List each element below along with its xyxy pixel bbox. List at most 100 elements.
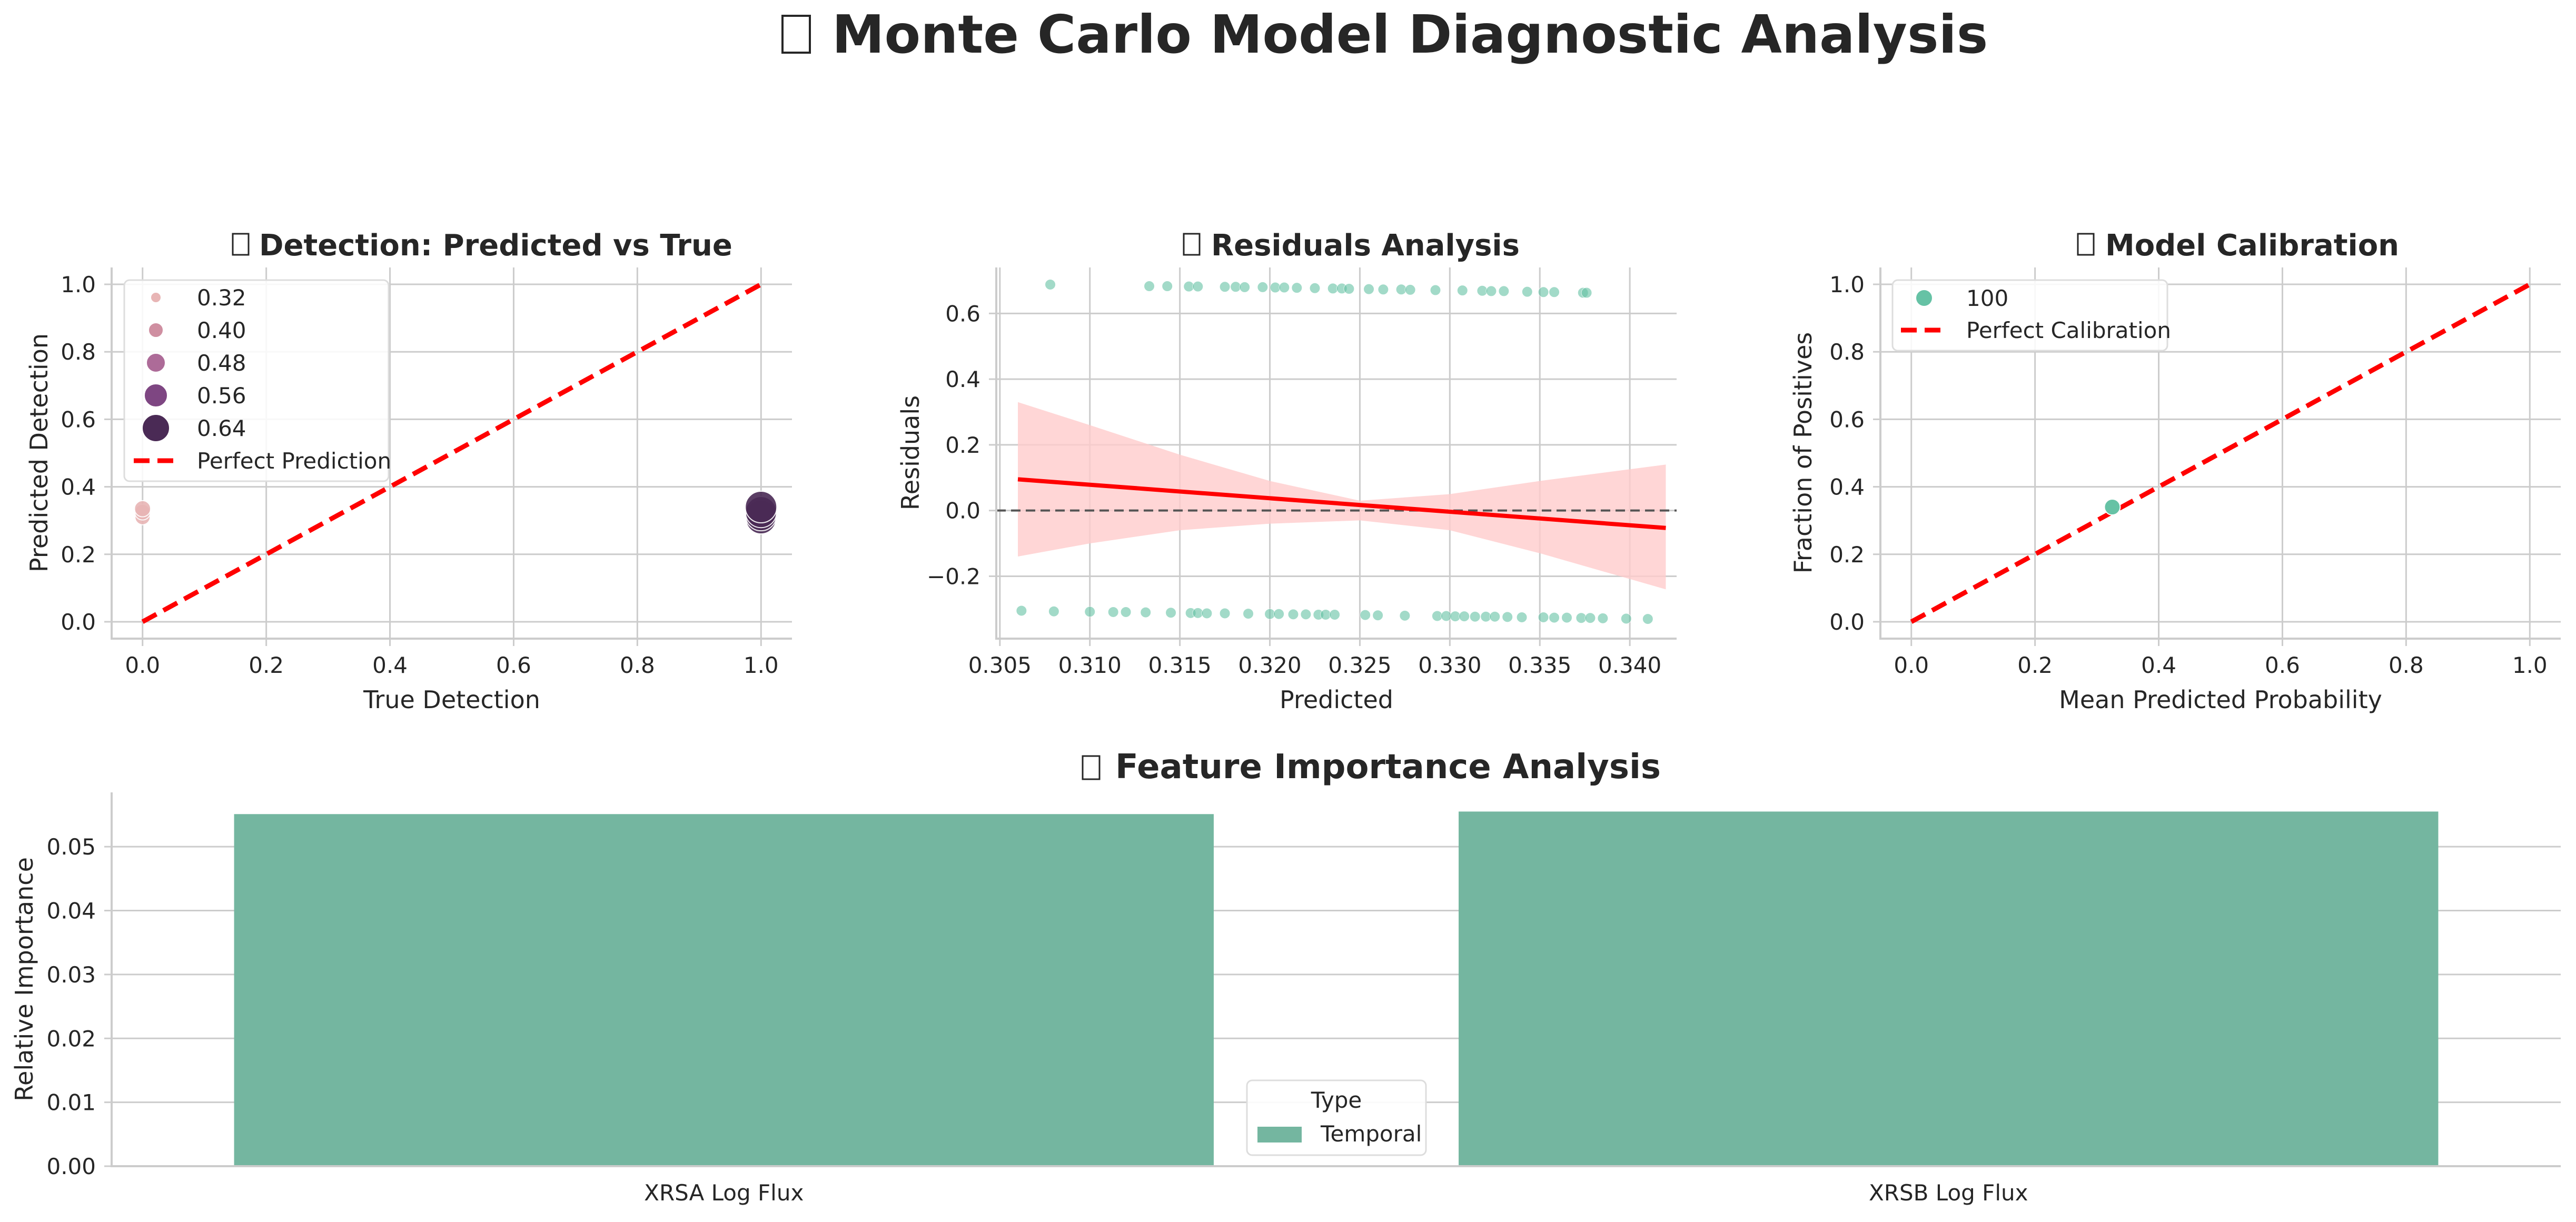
y-tick-label: 0.6 <box>61 406 96 432</box>
y-tick-label: 0.0 <box>61 609 96 635</box>
missing-glyph-icon <box>781 15 811 54</box>
residual-point <box>1243 608 1254 620</box>
residual-point <box>1257 281 1269 293</box>
residual-point <box>1162 281 1173 292</box>
legend-size-marker <box>150 292 162 303</box>
feature-importance-legend: Type Temporal <box>1246 1079 1427 1156</box>
legend-entry-label: Temporal <box>1320 1121 1422 1147</box>
legend-entry-label: 100 <box>1966 285 2008 311</box>
y-tick-label: 0.01 <box>46 1090 96 1116</box>
residuals-title: Residuals Analysis <box>1211 228 1520 263</box>
residual-point <box>1287 609 1299 620</box>
detection-y-label: Predicted Detection <box>25 333 53 572</box>
residual-point <box>1597 612 1609 624</box>
y-tick-label: 0.8 <box>1829 339 1865 365</box>
regression-line <box>1017 477 1666 530</box>
x-tick-label: 0.335 <box>1508 652 1571 678</box>
residuals-x-label: Predicted <box>1280 685 1393 714</box>
legend-entry-label: Perfect Calibration <box>1966 317 2171 343</box>
y-tick-label: 0.04 <box>46 898 96 924</box>
legend-entry-label: 0.64 <box>197 415 246 441</box>
residual-point <box>1469 611 1481 622</box>
residual-point <box>1144 281 1155 292</box>
residual-point <box>1140 607 1152 618</box>
x-tick-label: 0.320 <box>1238 652 1301 678</box>
feature-importance-y-label: Relative Importance <box>10 857 38 1101</box>
calibration-grid <box>1880 267 2561 639</box>
legend-size-marker <box>148 322 164 338</box>
residual-point <box>1459 611 1470 622</box>
y-tick-label: 0.03 <box>46 962 96 988</box>
residual-point <box>1516 611 1528 623</box>
x-tick-label: 0.2 <box>2017 652 2053 678</box>
detection-y-ticks: 0.0 0.2 0.4 0.6 0.8 1.0 <box>61 272 112 635</box>
y-tick-label: 0.4 <box>945 366 980 392</box>
legend-title: Type <box>1311 1087 1362 1113</box>
detection-axes-spine <box>111 267 792 640</box>
residual-point <box>1549 612 1560 623</box>
residual-point <box>1498 285 1510 297</box>
y-tick-label: 0.02 <box>46 1026 96 1051</box>
residual-point <box>1561 612 1573 623</box>
y-tick-label: 0.4 <box>61 474 96 500</box>
x-tick-label: 0.0 <box>1894 652 1929 678</box>
detection-x-label: True Detection <box>363 685 540 714</box>
residual-point <box>1045 279 1056 290</box>
importance-bar <box>234 814 1214 1166</box>
y-tick-label: 1.0 <box>61 272 96 297</box>
residual-point <box>1399 610 1411 621</box>
residual-point <box>1192 281 1204 292</box>
residuals-x-ticks: 0.305 0.310 0.315 0.320 0.325 0.330 0.335 0.340 <box>968 639 1661 678</box>
x-tick-label: 0.6 <box>496 652 531 678</box>
legend-point-marker <box>1916 290 1932 306</box>
residual-point <box>1581 287 1592 299</box>
legend-size-marker <box>146 353 166 373</box>
y-tick-label: 0.0 <box>1829 609 1865 635</box>
legend-frame <box>123 279 390 482</box>
residual-point <box>1239 281 1251 293</box>
x-tick-label: 1.0 <box>744 652 779 678</box>
residual-point <box>1084 606 1096 618</box>
x-tick-label: 0.330 <box>1418 652 1481 678</box>
calibration-axes-spine <box>1879 267 2561 640</box>
missing-glyph-icon <box>2077 233 2095 256</box>
x-tick-label: 0.8 <box>620 652 655 678</box>
x-tick-label: 0.8 <box>2389 652 2424 678</box>
x-tick-label: 0.310 <box>1058 652 1122 678</box>
residual-point <box>1107 606 1119 618</box>
x-tick-label: 0.4 <box>372 652 408 678</box>
residual-point <box>1120 606 1132 618</box>
residual-point <box>1360 609 1371 621</box>
residual-point <box>1291 282 1303 294</box>
x-tick-label: 0.2 <box>249 652 284 678</box>
residual-point <box>1165 607 1177 619</box>
calibration-x-label: Mean Predicted Probability <box>2059 685 2382 714</box>
calibration-legend: 100 Perfect Calibration <box>1891 279 2171 352</box>
y-tick-label: 0.6 <box>945 301 980 326</box>
residual-point <box>1219 608 1231 619</box>
legend-swatch <box>1257 1127 1302 1142</box>
residual-point <box>1485 285 1497 297</box>
calibration-y-ticks: 0.0 0.2 0.4 0.6 0.8 1.0 <box>1829 272 1880 635</box>
x-tick-label: XRSA Log Flux <box>644 1180 804 1206</box>
x-tick-label: 1.0 <box>2512 652 2548 678</box>
residual-point <box>1343 283 1355 295</box>
y-tick-label: 0.05 <box>46 834 96 860</box>
residual-point <box>1016 605 1027 617</box>
calibration-point <box>2104 499 2121 516</box>
residual-point <box>1538 611 1549 623</box>
y-tick-label: −0.2 <box>927 563 980 589</box>
residual-point <box>1273 608 1285 620</box>
legend-frame <box>1891 279 2168 352</box>
residuals-marks <box>996 279 1677 625</box>
residuals-y-label: Residuals <box>896 395 925 510</box>
residual-point <box>1538 286 1549 298</box>
residual-point <box>1549 286 1560 298</box>
calibration-panel: 0.0 0.2 0.4 0.6 0.8 1.0 0.0 0.2 0.4 0.6 0.8 1.0 10… <box>1789 228 2561 714</box>
y-tick-label: 0.2 <box>61 542 96 568</box>
detection-title: Detection: Predicted vs True <box>259 228 732 263</box>
y-tick-label: 0.4 <box>1829 474 1865 500</box>
missing-glyph-icon <box>232 233 250 256</box>
residual-point <box>1489 611 1501 622</box>
